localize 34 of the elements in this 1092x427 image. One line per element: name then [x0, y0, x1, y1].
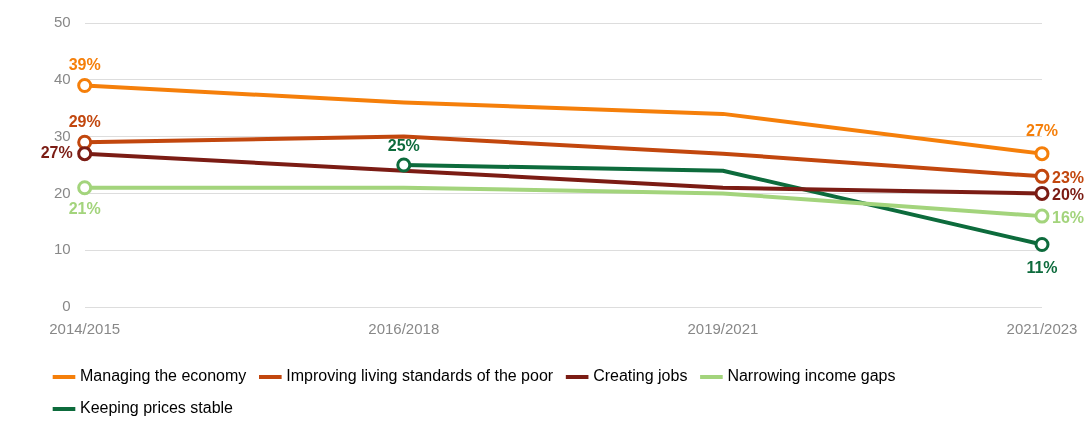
point	[1034, 146, 1050, 162]
legend-label: Managing the economy	[80, 367, 247, 385]
point	[1034, 237, 1050, 253]
y-tick-label: 30	[54, 126, 71, 144]
data-label: 23%	[1052, 168, 1085, 186]
point	[1034, 168, 1050, 184]
legend-label: Keeping prices stable	[80, 399, 234, 417]
y-tick-label: 40	[54, 69, 71, 87]
point	[1034, 208, 1050, 224]
point	[396, 157, 412, 173]
y-tick-label: 20	[54, 183, 71, 201]
x-tick-label: 2014/2015	[49, 320, 121, 338]
legend-label: Creating jobs	[593, 367, 688, 385]
data-label: 16%	[1052, 208, 1085, 226]
y-tick-label: 50	[54, 13, 71, 31]
data-label: 27%	[40, 144, 73, 162]
point	[77, 180, 93, 196]
point	[1034, 185, 1050, 201]
x-tick-label: 2021/2023	[1006, 320, 1078, 338]
data-label: 29%	[68, 112, 101, 130]
data-label: 20%	[1052, 185, 1085, 203]
data-label: 25%	[387, 137, 420, 155]
legend-label: Improving living standards of the poor	[286, 367, 554, 385]
data-label: 39%	[68, 55, 101, 73]
data-label: 27%	[1025, 122, 1059, 140]
legend-label: Narrowing income gaps	[727, 367, 896, 385]
point	[77, 146, 93, 162]
y-tick-label: 0	[62, 297, 71, 315]
y-tick-label: 10	[54, 240, 71, 258]
x-tick-label: 2016/2018	[368, 320, 440, 338]
data-label: 21%	[68, 200, 101, 218]
point	[77, 77, 93, 93]
data-label: 11%	[1026, 258, 1058, 276]
x-tick-label: 2019/2021	[687, 320, 759, 338]
